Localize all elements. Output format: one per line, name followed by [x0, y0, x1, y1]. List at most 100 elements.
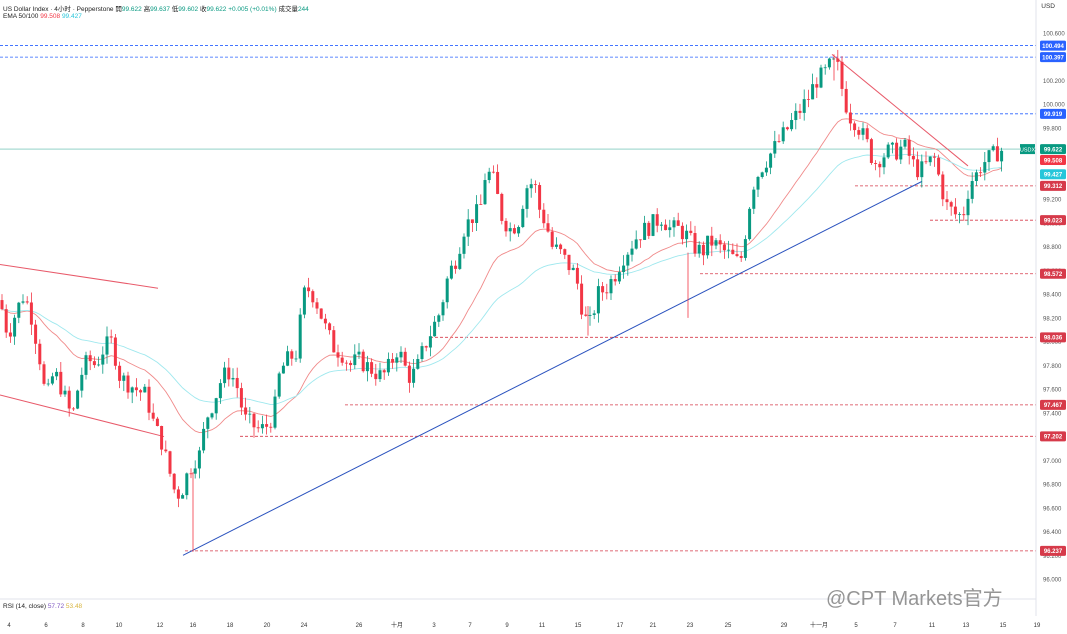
candle: [84, 351, 88, 380]
y-tick-label: 97.400: [1043, 411, 1062, 417]
candle: [533, 180, 537, 193]
resistance-tag-bg: [1040, 52, 1066, 63]
candle: [588, 306, 592, 326]
candle: [155, 416, 159, 427]
candle: [785, 126, 789, 131]
candle: [260, 415, 264, 434]
candle-body: [567, 254, 571, 271]
candle-body: [147, 386, 151, 413]
candle-body: [445, 278, 449, 303]
candle-body: [122, 375, 126, 381]
ema50-tag: 99.508: [1040, 155, 1066, 166]
candle-body: [512, 228, 516, 234]
candle: [718, 234, 722, 254]
x-tick-label: 18: [227, 623, 234, 629]
candle: [458, 247, 462, 270]
y-tick-label: 96.000: [1043, 578, 1062, 584]
candle-body: [4, 309, 8, 333]
candle-body: [777, 141, 781, 142]
candle-body: [542, 209, 546, 224]
candle-body: [559, 244, 563, 250]
candle: [63, 385, 67, 397]
y-tick-label: 97.800: [1043, 364, 1062, 370]
candle-body: [563, 249, 567, 255]
candle: [563, 248, 567, 260]
ema100-line: [1, 153, 1002, 406]
candle: [693, 225, 697, 257]
candle: [126, 371, 130, 399]
candle-body: [941, 174, 945, 200]
symbol-title: US Dollar Index · 4小时 · Pepperstone: [3, 6, 114, 13]
candle-body: [664, 224, 668, 231]
candle-body: [584, 314, 588, 316]
candle-body: [949, 202, 953, 207]
x-tick-label: 25: [725, 623, 732, 629]
candle-body: [605, 292, 609, 294]
candle: [647, 220, 651, 240]
candle-body: [710, 235, 714, 246]
candle: [50, 372, 54, 386]
candle-body: [970, 181, 974, 199]
candle-body: [1000, 150, 1004, 162]
candle-body: [420, 346, 424, 360]
candle-body: [340, 357, 344, 363]
candle-body: [361, 351, 365, 372]
candle: [29, 292, 33, 335]
price-axis[interactable]: 100.600100.400100.200100.00099.80099.600…: [0, 0, 1065, 616]
candle-body: [483, 180, 487, 205]
candle-body: [454, 265, 458, 269]
candle: [916, 151, 920, 181]
support-tag-bg: [1040, 215, 1066, 226]
candle-body: [592, 313, 596, 315]
candle-body: [323, 318, 327, 324]
candle-body: [155, 418, 159, 426]
candle-body: [260, 424, 264, 429]
candle: [626, 252, 630, 276]
candle: [344, 360, 348, 371]
time-axis[interactable]: 4 6 8 10 12 16 18 20 24 26 十月 3 7 9 11 15 17 21 23 25 29 十一月 5…: [7, 621, 1041, 629]
candle: [487, 167, 491, 184]
candle: [979, 167, 983, 177]
candle: [874, 160, 878, 171]
x-tick-label: 十一月: [810, 621, 828, 629]
candle-body: [685, 230, 689, 240]
candle: [17, 301, 21, 324]
candle-body: [785, 127, 789, 130]
candle-body: [890, 142, 894, 145]
candle-body: [252, 413, 256, 428]
candle: [281, 362, 285, 374]
candle: [819, 64, 823, 89]
candle: [357, 343, 361, 359]
candle-body: [214, 398, 218, 414]
candle: [244, 397, 248, 421]
chart-legend-main: US Dollar Index · 4小时 · Pepperstone 開99.…: [3, 3, 309, 13]
candle-body: [962, 214, 966, 216]
candle-body: [844, 88, 848, 113]
x-tick-label: 20: [264, 623, 271, 629]
rsi-legend[interactable]: RSI (14, close) 57.72 53.48: [3, 603, 82, 610]
candle: [764, 161, 768, 176]
candle: [899, 139, 903, 165]
candle: [580, 275, 584, 320]
candle-body: [945, 199, 949, 203]
candle: [21, 294, 25, 305]
candle-body: [634, 239, 638, 249]
support-tag-text: 98.572: [1044, 272, 1063, 278]
candle-body: [286, 351, 290, 366]
candle: [987, 149, 991, 171]
candle: [848, 103, 852, 131]
ema100-value: 99.427: [61, 13, 82, 20]
chart-legend-ema[interactable]: EMA 50/100 99.508 99.427: [3, 13, 82, 20]
candle-body: [601, 286, 605, 293]
candle-body: [735, 254, 739, 257]
ema50-line: [1, 118, 1002, 434]
horizontal-levels: [0, 45, 1036, 552]
candle-body: [8, 332, 12, 337]
candle-body: [88, 355, 92, 362]
candle-body: [874, 162, 878, 164]
x-tick-label: 19: [1034, 623, 1041, 629]
trendline-channel-lower: [0, 394, 165, 438]
candle: [617, 266, 621, 284]
candle-body: [647, 222, 651, 236]
